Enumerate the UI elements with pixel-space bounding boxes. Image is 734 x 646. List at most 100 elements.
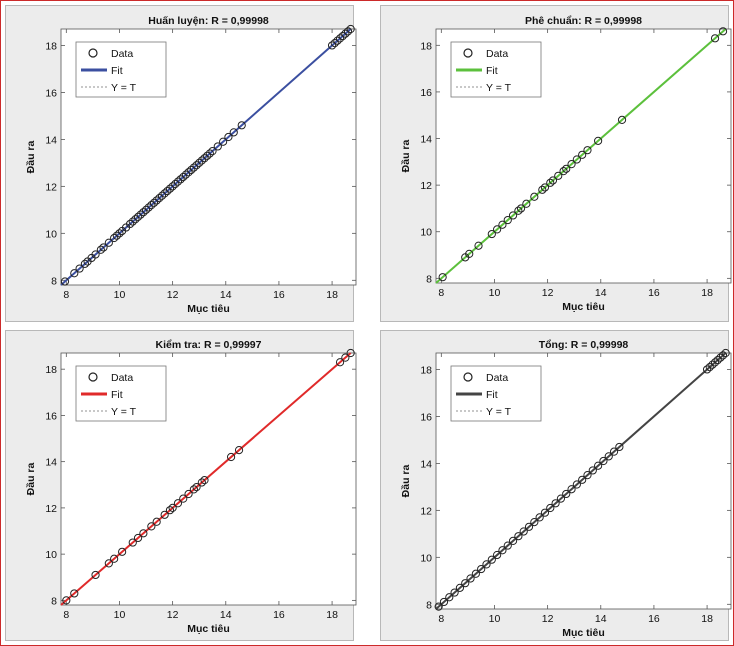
data-point [583, 146, 592, 155]
data-point [125, 219, 135, 229]
data-point [91, 250, 100, 259]
data-point [173, 177, 183, 186]
data-point [335, 34, 345, 43]
data-point [104, 238, 113, 247]
data-point [200, 154, 209, 163]
data-point [173, 499, 183, 508]
data-point [551, 499, 560, 508]
data-point [205, 149, 214, 158]
legend-fit-label: Fit [111, 65, 123, 77]
data-point [604, 452, 613, 461]
data-point [461, 579, 470, 588]
data-point [535, 513, 544, 522]
data-point [141, 205, 151, 214]
data-point [179, 172, 188, 182]
x-tick-label: 16 [648, 287, 660, 299]
data-point [530, 192, 539, 201]
data-point [155, 194, 164, 203]
data-point [157, 191, 167, 200]
legend-fit-label: Fit [111, 389, 123, 401]
data-point [99, 243, 108, 252]
data-point [96, 245, 105, 254]
y-tick-label: 10 [420, 552, 432, 564]
data-point [110, 233, 119, 243]
x-tick-label: 16 [273, 609, 285, 621]
legend-ideal-label: Y = T [111, 82, 137, 94]
data-point [572, 155, 581, 164]
data-point [226, 452, 236, 462]
data-point [128, 217, 137, 226]
y-tick-label: 16 [420, 411, 432, 423]
data-point [165, 506, 175, 515]
data-point [465, 249, 474, 258]
data-point [493, 550, 502, 560]
data-point [112, 231, 121, 240]
data-point [147, 201, 156, 210]
data-point [343, 27, 353, 36]
data-point [718, 351, 728, 360]
data-point [60, 277, 70, 286]
data-point [168, 182, 177, 191]
x-tick-label: 16 [648, 613, 660, 625]
fit-line [60, 352, 352, 606]
data-point [567, 160, 576, 169]
data-point [341, 353, 350, 362]
data-point [136, 210, 145, 219]
data-point [702, 365, 712, 374]
data-point [346, 24, 355, 34]
data-point [578, 475, 587, 484]
data-point [213, 142, 222, 151]
data-point [128, 538, 137, 547]
data-point [187, 165, 196, 175]
data-point [147, 522, 156, 531]
data-point [189, 485, 198, 494]
chart-test: Kiểm tra: R = 0,99997 8 10 12 14 16 18 8 10 12 14 1… [25, 339, 357, 635]
data-point [237, 121, 246, 130]
data-point [133, 533, 143, 543]
y-tick-label: 10 [420, 227, 432, 239]
x-tick-label: 12 [542, 613, 554, 625]
legend-ideal-label: Y = T [486, 82, 512, 94]
data-point [718, 27, 728, 36]
data-point [234, 446, 244, 455]
y-tick-label: 14 [45, 457, 57, 469]
data-point [110, 554, 119, 563]
y-tick-label: 12 [420, 505, 432, 517]
data-point [115, 229, 124, 238]
data-point [118, 547, 127, 556]
y-tick-label: 16 [45, 87, 57, 99]
data-point [139, 208, 148, 217]
y-axis-label: Đầu ra [25, 463, 37, 496]
y-tick-label: 8 [51, 595, 57, 607]
legend-data-marker [463, 48, 473, 58]
legend-box [450, 41, 542, 98]
data-point [333, 36, 342, 45]
data-point [197, 156, 206, 165]
x-axis-label: Mục tiêu [187, 303, 230, 315]
x-tick-label: 8 [438, 287, 444, 299]
y-tick-label: 16 [45, 410, 57, 422]
y-tick-label: 18 [45, 40, 57, 52]
y-tick-label: 14 [420, 458, 432, 470]
data-point [471, 569, 480, 578]
data-point [559, 167, 568, 176]
legend-data-marker [463, 372, 473, 382]
data-point [474, 241, 483, 250]
x-tick-label: 14 [595, 613, 607, 625]
data-point [588, 466, 597, 475]
data-point [503, 541, 512, 550]
data-point [540, 508, 550, 517]
data-point [710, 358, 720, 367]
data-point [346, 348, 355, 358]
y-tick-label: 18 [420, 364, 432, 376]
y-tick-label: 8 [426, 599, 432, 611]
chart-all: Tổng: R = 0,99998 8 10 12 14 16 18 8 10 12 14 16 18 M… [400, 339, 732, 639]
x-tick-label: 12 [167, 289, 179, 301]
x-tick-label: 10 [114, 609, 126, 621]
data-point [567, 485, 576, 494]
data-point [224, 132, 233, 142]
y-tick-label: 8 [426, 273, 432, 285]
data-point [516, 204, 526, 213]
chart-title: Phê chuẩn: R = 0,99998 [525, 15, 642, 27]
y-tick-label: 18 [45, 364, 57, 376]
